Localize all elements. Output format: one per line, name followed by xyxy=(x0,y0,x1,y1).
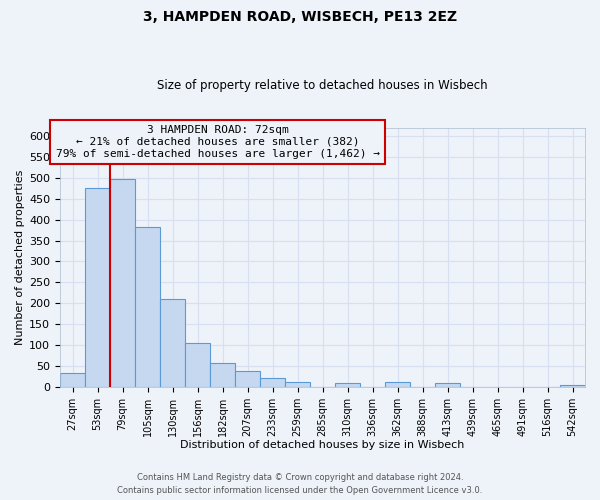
Bar xyxy=(160,299,185,386)
Bar xyxy=(385,382,410,386)
Y-axis label: Number of detached properties: Number of detached properties xyxy=(15,170,25,345)
Bar xyxy=(110,179,135,386)
Bar xyxy=(335,382,360,386)
Bar xyxy=(135,228,160,386)
Bar xyxy=(235,372,260,386)
Text: 3, HAMPDEN ROAD, WISBECH, PE13 2EZ: 3, HAMPDEN ROAD, WISBECH, PE13 2EZ xyxy=(143,10,457,24)
Text: Contains HM Land Registry data © Crown copyright and database right 2024.
Contai: Contains HM Land Registry data © Crown c… xyxy=(118,474,482,495)
Bar xyxy=(560,384,585,386)
Bar xyxy=(435,384,460,386)
Bar xyxy=(285,382,310,386)
Bar xyxy=(60,374,85,386)
X-axis label: Distribution of detached houses by size in Wisbech: Distribution of detached houses by size … xyxy=(181,440,464,450)
Title: Size of property relative to detached houses in Wisbech: Size of property relative to detached ho… xyxy=(157,79,488,92)
Bar xyxy=(85,188,110,386)
Bar xyxy=(260,378,285,386)
Bar xyxy=(210,363,235,386)
Bar xyxy=(185,343,210,386)
Text: 3 HAMPDEN ROAD: 72sqm
← 21% of detached houses are smaller (382)
79% of semi-det: 3 HAMPDEN ROAD: 72sqm ← 21% of detached … xyxy=(56,126,380,158)
